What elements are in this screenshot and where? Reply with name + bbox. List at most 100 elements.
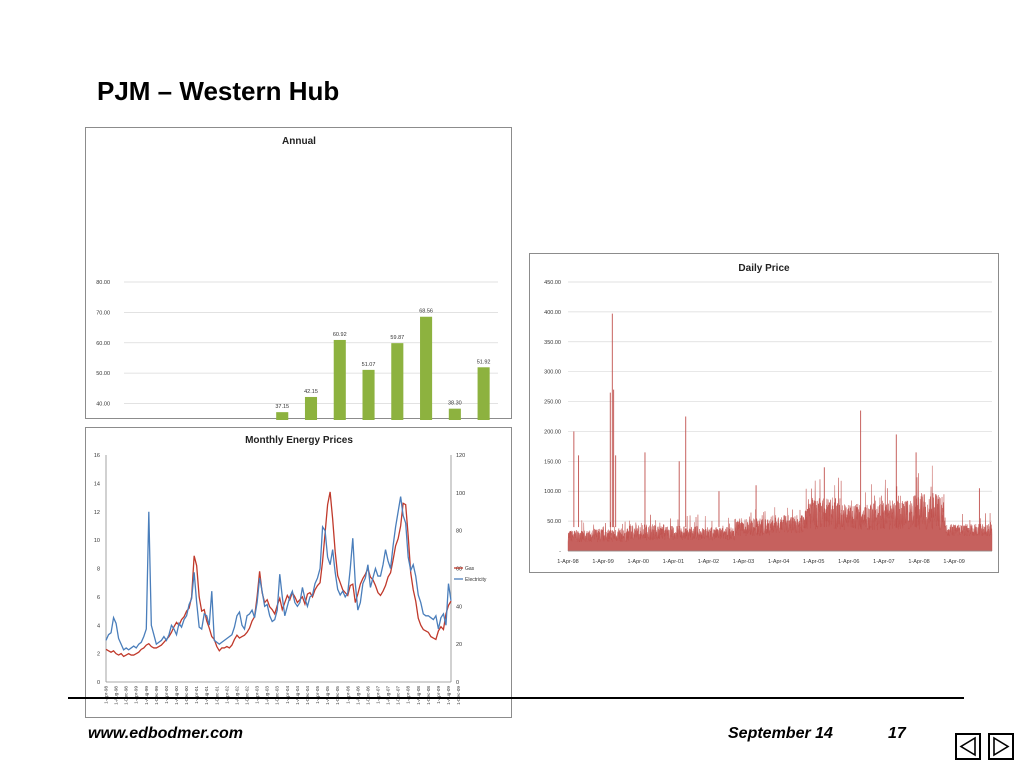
page-number: 17	[888, 725, 906, 742]
right-y-tick-label: 20	[456, 642, 462, 648]
y-tick-label: 450.00	[544, 280, 561, 286]
y-tick-label: 80.00	[96, 280, 110, 286]
x-tick-label: 1-Dec-00	[184, 686, 189, 705]
next-slide-icon	[993, 736, 1010, 757]
annual-chart-panel: Annual-10.0020.0030.0040.0050.0060.0070.…	[85, 127, 512, 420]
y-tick-label: -	[559, 549, 561, 555]
x-tick-label: 1-Apr-05	[315, 686, 320, 704]
x-tick-label: 1-Aug-01	[204, 686, 209, 705]
data-label: 51.07	[362, 362, 376, 368]
x-tick-label: 1-Apr-03	[255, 686, 260, 704]
annual-chart-title: Annual	[282, 136, 316, 147]
x-tick-label: 1-Aug-00	[174, 686, 179, 705]
x-tick-label: 1-Apr-04	[768, 559, 789, 565]
left-y-tick-label: 12	[94, 510, 100, 516]
footer-divider	[68, 697, 964, 699]
left-y-tick-label: 10	[94, 538, 100, 544]
right-y-tick-label: 120	[456, 453, 465, 459]
data-label: 59.87	[390, 335, 404, 341]
monthly-energy-chart: Monthly Energy Prices 0 2 4 6 8 10 12 14 16 0 20 40 6…	[94, 435, 487, 705]
x-tick-label: 1-Dec-04	[305, 686, 310, 705]
y-tick-label: 50.00	[547, 519, 561, 525]
daily-chart-title: Daily Price	[738, 263, 790, 274]
data-label: 51.92	[477, 359, 491, 365]
x-tick-label: 1-Aug-03	[265, 686, 270, 705]
previous-slide-button[interactable]	[955, 733, 981, 760]
left-y-tick-label: 2	[97, 652, 100, 658]
legend-label-gas: Gas	[465, 566, 475, 572]
x-tick-label: 1-Dec-07	[396, 686, 401, 705]
x-tick-label: 1-Apr-99	[134, 686, 139, 704]
x-tick-label: 1-Apr-00	[164, 686, 169, 704]
x-tick-label: 1-Apr-06	[345, 686, 350, 704]
x-tick-label: 1-Dec-05	[335, 686, 340, 705]
left-y-tick-label: 8	[97, 567, 100, 573]
y-tick-label: 70.00	[96, 310, 110, 316]
x-tick-label: 1-Dec-09	[456, 686, 461, 705]
x-tick-label: 1-Aug-98	[114, 686, 119, 705]
x-tick-label: 1-Dec-06	[365, 686, 370, 705]
left-y-tick-label: 0	[97, 680, 100, 686]
bar-2005	[333, 339, 346, 420]
x-tick-label: 1-Apr-98	[104, 686, 109, 704]
x-tick-label: 1-Apr-08	[406, 686, 411, 704]
bar-2007	[391, 343, 404, 420]
x-tick-label: 1-Apr-00	[628, 559, 649, 565]
left-y-tick-label: 6	[97, 595, 100, 601]
right-y-tick-label: 40	[456, 604, 462, 610]
x-tick-label: 1-Aug-99	[144, 686, 149, 705]
x-tick-label: 1-Apr-03	[733, 559, 754, 565]
x-tick-label: 1-Apr-04	[285, 686, 290, 704]
data-label: 38.30	[448, 401, 462, 407]
x-tick-label: 1-Apr-07	[873, 559, 894, 565]
data-label: 37.15	[275, 404, 289, 410]
y-tick-label: 300.00	[544, 370, 561, 376]
left-y-tick-label: 14	[94, 481, 100, 487]
y-tick-label: 100.00	[544, 489, 561, 495]
legend-label-electricity: Electricity	[465, 577, 487, 583]
right-y-tick-label: 0	[456, 680, 459, 686]
bar-2006	[362, 369, 375, 420]
data-label: 42.15	[304, 389, 318, 395]
x-tick-label: 1-Apr-08	[908, 559, 929, 565]
y-tick-label: 400.00	[544, 310, 561, 316]
x-tick-label: 1-Dec-01	[214, 686, 219, 705]
x-tick-label: 1-Dec-99	[154, 686, 159, 705]
y-tick-label: 60.00	[96, 341, 110, 347]
x-tick-label: 1-Apr-05	[803, 559, 824, 565]
x-tick-label: 1-Aug-04	[295, 686, 300, 705]
series-line-electricity	[105, 496, 452, 651]
monthly-chart-title: Monthly Energy Prices	[245, 435, 353, 446]
x-tick-label: 1-Apr-09	[943, 559, 964, 565]
daily-price-chart: Daily Price - 50.00 100.00 150.00 200.00 250.0…	[544, 263, 993, 565]
left-y-tick-label: 4	[97, 623, 100, 629]
x-tick-label: 1-Aug-05	[325, 686, 330, 705]
daily-price-chart-panel: Daily Price - 50.00 100.00 150.00 200.00 250.0…	[529, 253, 999, 573]
bar-2009	[448, 408, 461, 420]
x-tick-label: 1-Apr-07	[375, 686, 380, 704]
next-slide-button[interactable]	[988, 733, 1014, 760]
y-tick-label: 50.00	[96, 371, 110, 377]
x-tick-label: 1-Apr-01	[194, 686, 199, 704]
x-tick-label: 1-Apr-02	[224, 686, 229, 704]
daily-price-area	[567, 465, 993, 552]
y-tick-label: 350.00	[544, 340, 561, 346]
right-y-tick-label: 80	[456, 529, 462, 535]
left-y-tick-label: 16	[94, 453, 100, 459]
bar-2004	[304, 396, 318, 420]
data-label: 60.92	[333, 332, 347, 338]
y-tick-label: 200.00	[544, 429, 561, 435]
previous-slide-icon	[959, 736, 976, 757]
slide-title: PJM – Western Hub	[97, 76, 340, 106]
x-tick-label: 1-Aug-09	[446, 686, 451, 705]
x-tick-label: 1-Apr-06	[838, 559, 859, 565]
x-tick-label: 1-Aug-07	[386, 686, 391, 705]
x-tick-label: 1-Aug-06	[355, 686, 360, 705]
right-y-tick-label: 100	[456, 491, 465, 497]
x-tick-label: 1-Dec-03	[275, 686, 280, 705]
x-tick-label: 1-Dec-02	[245, 686, 250, 705]
footer-date: September 14	[728, 725, 833, 742]
annual-chart: Annual-10.0020.0030.0040.0050.0060.0070.…	[96, 136, 498, 420]
x-tick-label: 1-Apr-09	[436, 686, 441, 704]
bar-2003	[276, 412, 289, 420]
